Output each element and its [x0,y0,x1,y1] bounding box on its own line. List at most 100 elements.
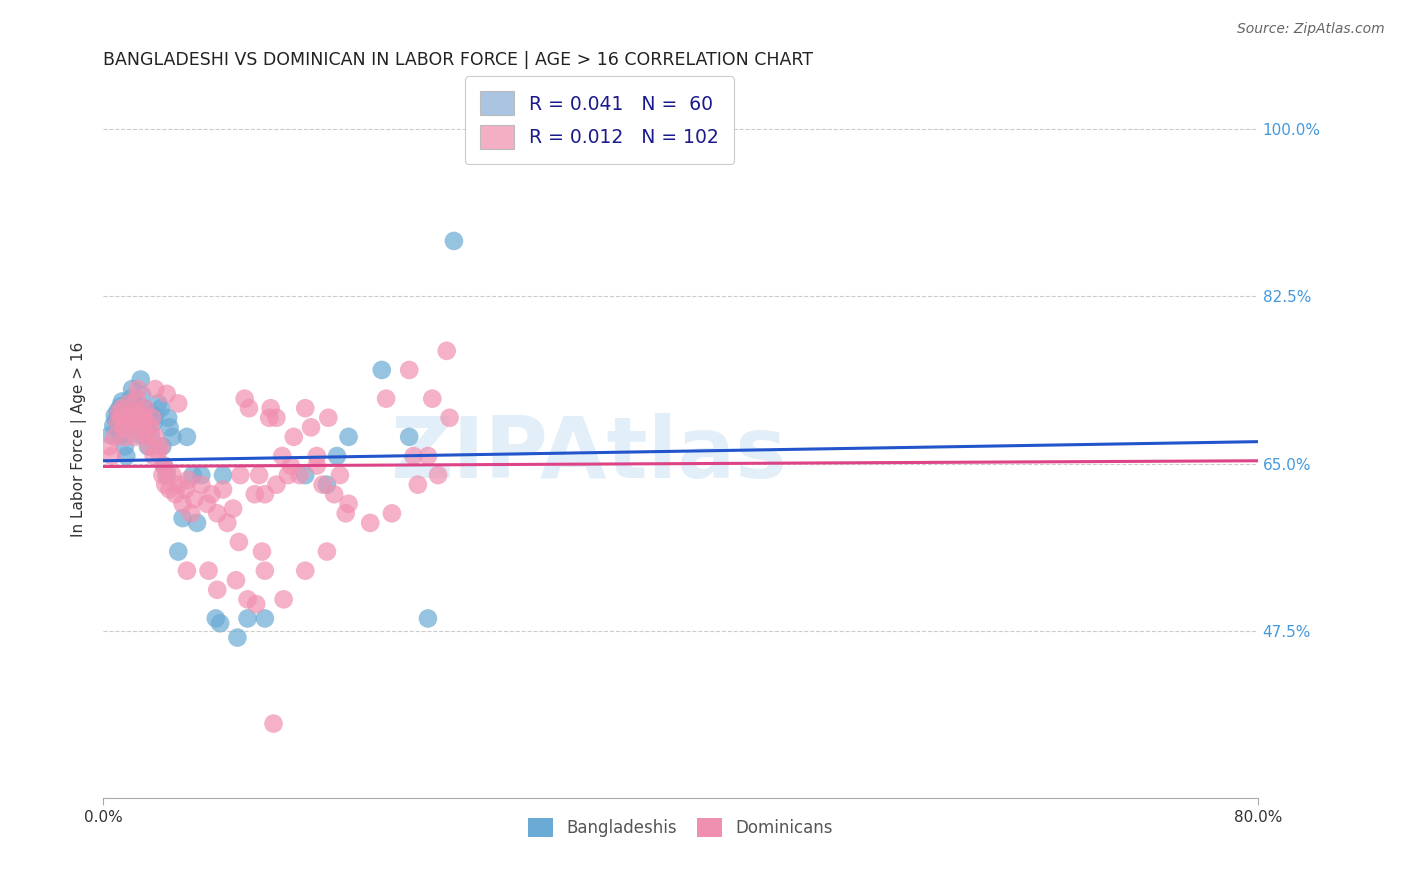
Point [186,516,208,530]
Point [124,430,146,444]
Point [120,416,142,430]
Point [110,428,132,442]
Point [225,573,247,587]
Point [115,416,138,430]
Point [143,382,166,396]
Point [108,410,131,425]
Point [318,410,340,425]
Point [233,392,256,406]
Point [121,406,143,420]
Point [228,535,250,549]
Point [104,430,127,444]
Point [416,611,439,625]
Point [146,444,169,458]
Point [111,401,134,416]
Point [115,418,138,433]
Point [180,506,202,520]
Point [118,396,141,410]
Text: Source: ZipAtlas.com: Source: ZipAtlas.com [1237,22,1385,37]
Legend: Bangladeshis, Dominicans: Bangladeshis, Dominicans [522,811,839,844]
Point [238,401,260,416]
Point [135,416,157,430]
Point [103,418,125,433]
Point [195,497,218,511]
Point [121,382,143,396]
Point [124,409,146,423]
Point [135,423,157,437]
Point [167,477,190,491]
Point [141,410,163,425]
Point [136,439,159,453]
Point [190,477,212,491]
Point [398,430,420,444]
Point [108,406,131,420]
Point [359,516,381,530]
Point [217,516,239,530]
Point [207,582,229,597]
Point [129,406,152,420]
Point [129,372,152,386]
Point [323,487,346,501]
Point [117,404,139,418]
Text: BANGLADESHI VS DOMINICAN IN LABOR FORCE | AGE > 16 CORRELATION CHART: BANGLADESHI VS DOMINICAN IN LABOR FORCE … [103,51,813,69]
Point [105,414,128,428]
Point [167,396,190,410]
Point [250,544,273,558]
Point [172,497,194,511]
Point [136,430,159,444]
Point [112,409,135,423]
Point [128,416,150,430]
Point [200,487,222,501]
Point [132,401,155,416]
Point [257,410,280,425]
Point [436,343,458,358]
Point [236,592,259,607]
Point [146,396,169,410]
Point [311,477,333,491]
Point [266,410,288,425]
Point [176,564,198,578]
Y-axis label: In Labor Force | Age > 16: In Labor Force | Age > 16 [72,343,87,537]
Point [294,401,316,416]
Point [156,387,179,401]
Point [157,410,180,425]
Point [156,468,179,483]
Point [263,716,285,731]
Point [153,458,176,473]
Point [253,611,276,625]
Point [337,497,360,511]
Point [226,631,249,645]
Point [174,483,197,497]
Point [117,410,139,425]
Point [111,394,134,409]
Point [138,406,160,420]
Point [204,611,226,625]
Point [259,401,281,416]
Point [150,439,173,453]
Point [143,409,166,423]
Point [316,544,339,558]
Point [299,420,322,434]
Point [209,616,232,631]
Point [416,449,439,463]
Point [150,468,173,483]
Point [381,506,404,520]
Point [122,410,145,425]
Point [101,449,124,463]
Point [162,430,184,444]
Point [139,428,162,442]
Point [110,410,132,425]
Point [288,468,311,483]
Point [443,234,465,248]
Point [131,425,153,439]
Point [294,468,316,483]
Point [183,491,205,506]
Point [167,544,190,558]
Point [271,449,294,463]
Point [247,468,270,483]
Point [177,473,200,487]
Point [212,468,235,483]
Point [243,487,266,501]
Point [120,392,142,406]
Point [125,399,148,413]
